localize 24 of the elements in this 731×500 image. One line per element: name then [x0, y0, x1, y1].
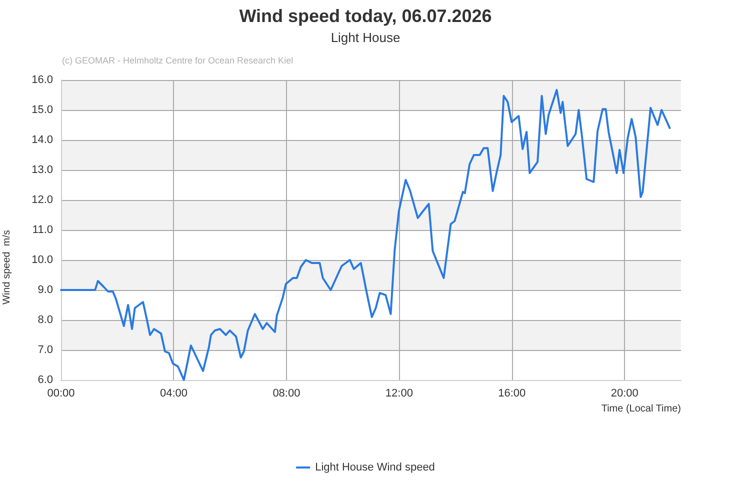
y-tick-label: 6.0 — [38, 374, 53, 386]
x-axis-title: Time (Local Time) — [601, 404, 681, 414]
chart-title: Wind speed today, 06.07.2026 — [239, 6, 492, 26]
y-tick-label: 11.0 — [32, 224, 53, 236]
line-series — [60, 88, 671, 381]
y-tick-label: 10.0 — [32, 254, 53, 266]
y-tick-label: 12.0 — [32, 194, 53, 206]
x-tick-label: 04:00 — [160, 388, 188, 400]
x-tick-label: 20:00 — [610, 388, 638, 400]
y-tick-label: 7.0 — [38, 344, 53, 356]
x-tick-label: 16:00 — [498, 388, 526, 400]
y-tick-label: 16.0 — [32, 74, 53, 86]
y-tick-label: 14.0 — [32, 134, 53, 146]
x-tick-label: 00:00 — [47, 388, 75, 400]
y-axis-title: Wind speed m/s — [2, 230, 12, 304]
text: (c) GEOMAR - Helmholtz Centre for Ocean Research Kiel — [62, 56, 294, 66]
y-tick-label: 13.0 — [32, 164, 53, 176]
x-tick-label: 12:00 — [385, 388, 413, 400]
y-tick-label: 15.0 — [32, 104, 53, 116]
chart-subtitle: Light House — [330, 30, 400, 45]
legend-label: Light House Wind speed — [315, 462, 435, 474]
x-tick-label: 08:00 — [272, 388, 300, 400]
y-tick-label: 8.0 — [38, 314, 53, 326]
y-tick-label: 9.0 — [38, 284, 53, 296]
